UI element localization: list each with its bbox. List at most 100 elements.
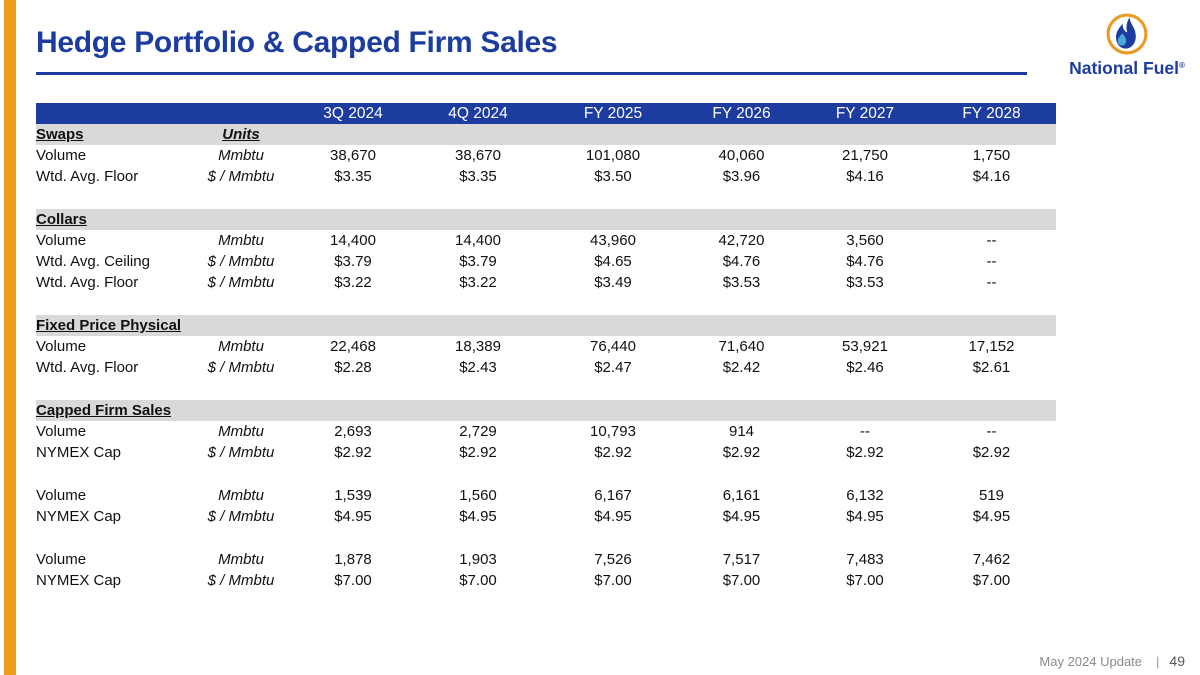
group-spacer-row xyxy=(36,463,1056,485)
row-value: 38,670 xyxy=(455,147,501,164)
footer-update-text: May 2024 Update xyxy=(1039,654,1143,669)
row-value: 1,560 xyxy=(459,487,497,504)
row-value: 10,793 xyxy=(590,423,636,440)
spacer-cell xyxy=(36,527,1056,549)
column-header: FY 2026 xyxy=(680,103,803,124)
row-value: $3.50 xyxy=(594,168,632,185)
row-value: 6,167 xyxy=(594,487,632,504)
row-value: $2.46 xyxy=(846,359,884,376)
row-value: 914 xyxy=(728,423,755,440)
row-value: 2,693 xyxy=(334,423,372,440)
column-header: 4Q 2024 xyxy=(410,103,546,124)
section-spacer-row xyxy=(36,187,1056,209)
row-unit: $ / Mmbtu xyxy=(207,168,275,185)
row-value: $2.42 xyxy=(722,359,761,376)
table-header-row: 3Q 2024 4Q 2024 FY 2025 FY 2026 FY 2027 FY 20… xyxy=(36,103,1056,124)
row-value: $3.22 xyxy=(459,274,497,291)
row-unit: $ / Mmbtu xyxy=(207,253,275,270)
title-underline xyxy=(36,72,1027,75)
section-title: Collars xyxy=(36,209,186,230)
spacer-cell xyxy=(36,187,1056,209)
row-value: $2.92 xyxy=(846,444,884,461)
row-value: 53,921 xyxy=(842,338,888,355)
hedge-portfolio-table: 3Q 2024 4Q 2024 FY 2025 FY 2026 FY 2027 FY 20… xyxy=(36,103,1056,591)
row-value: $3.49 xyxy=(594,274,632,291)
row-unit: Mmbtu xyxy=(218,551,264,568)
row-label: Volume xyxy=(36,232,87,249)
row-unit: Mmbtu xyxy=(218,232,264,249)
row-unit: Mmbtu xyxy=(218,338,264,355)
row-value: 43,960 xyxy=(590,232,636,249)
row-value: 7,462 xyxy=(972,551,1011,568)
row-value: $4.16 xyxy=(846,168,884,185)
row-label: Wtd. Avg. Floor xyxy=(36,168,139,185)
row-label: Volume xyxy=(36,147,87,164)
row-label: Wtd. Avg. Floor xyxy=(36,359,139,376)
row-value: $3.22 xyxy=(334,274,372,291)
row-unit: $ / Mmbtu xyxy=(207,444,275,461)
slide-footer: May 2024 Update | 49 xyxy=(1039,653,1185,669)
row-value: $7.00 xyxy=(594,572,632,589)
row-unit: $ / Mmbtu xyxy=(207,274,275,291)
row-value: -- xyxy=(986,253,997,270)
row-value: 7,526 xyxy=(594,551,632,568)
registered-mark: ® xyxy=(1178,61,1185,70)
table-row: Volume Mmbtu 1,539 1,560 6,167 6,161 6,132 519 xyxy=(36,485,1056,506)
units-column-header-slot xyxy=(186,103,296,124)
spacer-cell xyxy=(36,293,1056,315)
row-value: $4.65 xyxy=(594,253,632,270)
section-title: Fixed Price Physical xyxy=(36,315,186,336)
table-row: NYMEX Cap $ / Mmbtu $7.00 $7.00 $7.00 $7.00 $7… xyxy=(36,570,1056,591)
section-band-fill xyxy=(296,124,1056,145)
units-column-header xyxy=(186,400,296,421)
row-value: $4.76 xyxy=(846,253,884,270)
units-column-header: Units xyxy=(186,124,296,145)
page-title: Hedge Portfolio & Capped Firm Sales xyxy=(36,26,558,59)
section-band-fill xyxy=(296,209,1056,230)
row-value: 7,483 xyxy=(846,551,884,568)
row-value: $7.00 xyxy=(846,572,884,589)
row-unit: Mmbtu xyxy=(218,487,264,504)
row-value: 76,440 xyxy=(590,338,636,355)
flame-icon xyxy=(1106,13,1148,55)
section-band: Swaps Units xyxy=(36,124,1056,145)
table-row: NYMEX Cap $ / Mmbtu $2.92 $2.92 $2.92 $2.92 $2… xyxy=(36,442,1056,463)
table-row: Wtd. Avg. Floor $ / Mmbtu $2.28 $2.43 $2.47 $… xyxy=(36,357,1056,378)
row-label: Wtd. Avg. Floor xyxy=(36,274,139,291)
row-value: $7.00 xyxy=(334,572,372,589)
row-value: 1,903 xyxy=(459,551,497,568)
table-row: Volume Mmbtu 14,400 14,400 43,960 42,720 3,560… xyxy=(36,230,1056,251)
row-label: Volume xyxy=(36,487,87,504)
row-value: 14,400 xyxy=(455,232,501,249)
row-value: 1,878 xyxy=(334,551,372,568)
row-value: -- xyxy=(986,274,997,291)
row-value: $3.79 xyxy=(334,253,372,270)
row-value: 6,161 xyxy=(722,487,761,504)
row-value: $2.47 xyxy=(594,359,632,376)
row-unit: Mmbtu xyxy=(218,147,264,164)
row-value: 2,729 xyxy=(459,423,497,440)
group-spacer-row xyxy=(36,527,1056,549)
row-value: 71,640 xyxy=(718,338,765,355)
row-unit: $ / Mmbtu xyxy=(207,359,275,376)
row-label: NYMEX Cap xyxy=(36,508,122,525)
row-value: 22,468 xyxy=(330,338,376,355)
row-label: NYMEX Cap xyxy=(36,572,122,589)
table-row: Wtd. Avg. Floor $ / Mmbtu $3.35 $3.35 $3.50 $… xyxy=(36,166,1056,187)
row-value: $4.95 xyxy=(972,508,1011,525)
column-header: FY 2028 xyxy=(927,103,1056,124)
row-label: Volume xyxy=(36,551,87,568)
row-value: $2.28 xyxy=(334,359,372,376)
row-value: 21,750 xyxy=(842,147,888,164)
row-value: 14,400 xyxy=(330,232,376,249)
spacer-cell xyxy=(36,378,1056,400)
row-value: -- xyxy=(860,423,870,440)
row-value: 101,080 xyxy=(585,147,641,164)
row-value: 42,720 xyxy=(718,232,765,249)
column-header: FY 2025 xyxy=(546,103,680,124)
row-value: -- xyxy=(986,423,997,440)
section-band-fill xyxy=(296,400,1056,421)
row-value: $4.95 xyxy=(722,508,761,525)
section-spacer-row xyxy=(36,293,1056,315)
row-value: $4.95 xyxy=(334,508,372,525)
